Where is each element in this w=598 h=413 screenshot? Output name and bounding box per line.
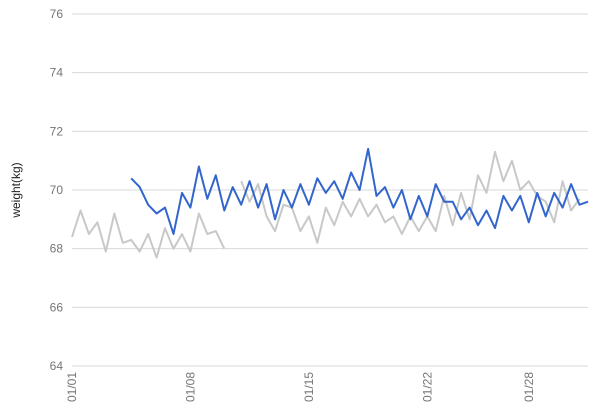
y-tick-label: 72: [50, 124, 64, 138]
y-tick-label: 76: [50, 7, 64, 21]
y-gridlines: [72, 13, 588, 367]
y-tick-label: 70: [50, 183, 64, 197]
x-tick-label: 01/08: [183, 372, 197, 402]
x-tick-label: 01/22: [420, 372, 434, 402]
series-line-1: [71, 209, 226, 259]
x-tick-label: 01/28: [522, 372, 536, 402]
y-tick-label: 68: [50, 242, 64, 256]
data-series: [71, 147, 589, 259]
y-tick-label: 64: [50, 359, 64, 373]
y-axis-title: weight(kg): [9, 162, 23, 218]
y-tick-label: 66: [50, 300, 64, 314]
x-tick-labels: 01/01 01/08 01/15 01/22 01/28: [65, 372, 536, 402]
x-tick-label: 01/01: [65, 372, 79, 402]
series-line-3: [130, 147, 589, 235]
series-line-2: [240, 150, 581, 244]
y-tick-labels: 64 66 68 70 72 74 76: [50, 7, 64, 373]
x-tick-label: 01/15: [302, 372, 316, 402]
y-tick-label: 74: [50, 66, 64, 80]
